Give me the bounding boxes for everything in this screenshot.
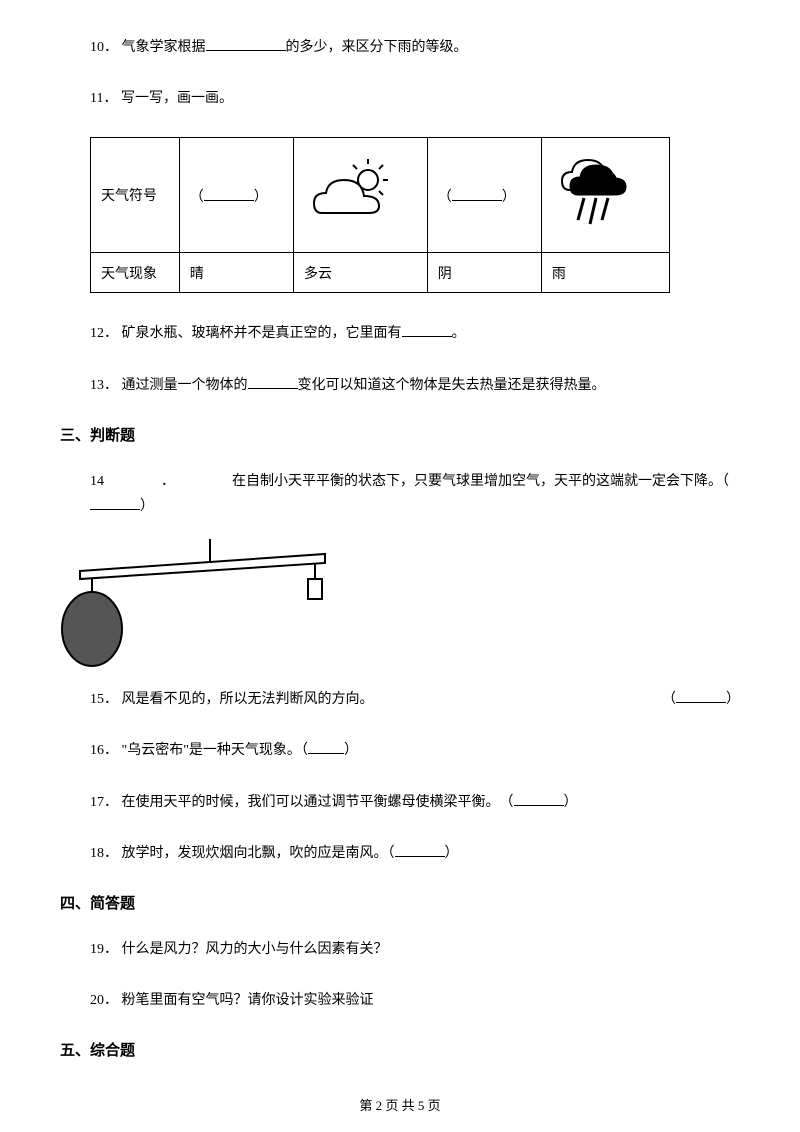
close-paren: ）	[502, 190, 516, 205]
blank[interactable]	[452, 185, 502, 201]
question-19: 19． 什么是风力？风力的大小与什么因素有关？	[60, 937, 740, 962]
open-paren: （	[388, 846, 395, 861]
question-13: 13． 通过测量一个物体的 变化可以知道这个物体是失去热量还是获得热量。	[60, 373, 740, 398]
q19-text: 什么是风力？风力的大小与什么因素有关？	[122, 942, 388, 957]
blank[interactable]	[206, 35, 286, 51]
q12-text-a: 矿泉水瓶、玻璃杯并不是真正空的，它里面有	[122, 326, 402, 341]
question-14: 14 ． 在自制小天平平衡的状态下，只要气球里增加空气，天平的这端就一定会下降。…	[60, 469, 740, 519]
footer-mid: 页 共	[382, 1098, 418, 1113]
balance-scale-icon	[60, 539, 340, 669]
question-12: 12． 矿泉水瓶、玻璃杯并不是真正空的，它里面有 。	[60, 321, 740, 346]
section-4-title: 四、简答题	[60, 892, 740, 913]
cell-cloudy-symbol	[293, 138, 427, 253]
close-paren: ）	[726, 692, 740, 707]
footer-suffix: 页	[424, 1098, 440, 1113]
q11-num: 11．	[90, 91, 117, 106]
close-paren: ）	[564, 795, 578, 810]
close-paren: ）	[254, 190, 268, 205]
q13-text-a: 通过测量一个物体的	[122, 378, 248, 393]
q15-num: 15．	[90, 692, 118, 707]
open-paren: （	[438, 190, 452, 205]
q20-num: 20．	[90, 993, 118, 1008]
table-row: 天气符号 （） （）	[91, 138, 670, 253]
q18-num: 18．	[90, 846, 118, 861]
q10-text-b: 的多少，来区分下雨的等级。	[286, 40, 468, 55]
q10-text-a: 气象学家根据	[122, 40, 206, 55]
footer-prefix: 第	[359, 1098, 375, 1113]
blank[interactable]	[402, 321, 452, 337]
close-paren: ）	[140, 499, 154, 514]
blank[interactable]	[248, 373, 298, 389]
q19-num: 19．	[90, 942, 118, 957]
open-paren: （	[722, 474, 729, 489]
question-18: 18． 放学时，发现炊烟向北飘，吹的应是南风。（ ）	[60, 841, 740, 866]
q12-num: 12．	[90, 326, 118, 341]
cell-sunny: 晴	[179, 253, 293, 293]
cell-rain-symbol	[541, 138, 669, 253]
q10-num: 10．	[90, 40, 118, 55]
question-15: 15． 风是看不见的，所以无法判断风的方向。 （ ）	[60, 687, 740, 712]
rain-icon	[552, 150, 642, 235]
cell-overcast: 阴	[427, 253, 541, 293]
blank[interactable]	[676, 687, 726, 703]
close-paren: ）	[344, 743, 358, 758]
q16-num: 16．	[90, 743, 118, 758]
q13-text-b: 变化可以知道这个物体是失去热量还是获得热量。	[298, 378, 606, 393]
cell-rain: 雨	[541, 253, 669, 293]
table-row: 天气现象 晴 多云 阴 雨	[91, 253, 670, 293]
row-header-symbol: 天气符号	[91, 138, 180, 253]
partly-cloudy-icon	[304, 158, 399, 228]
q12-text-b: 。	[452, 326, 466, 341]
open-paren: （	[662, 692, 676, 707]
question-10: 10． 气象学家根据 的多少，来区分下雨的等级。	[60, 35, 740, 60]
open-paren: （	[301, 743, 308, 758]
q17-text: 在使用天平的时候，我们可以通过调节平衡螺母使横梁平衡。	[122, 795, 493, 810]
blank[interactable]	[395, 841, 445, 857]
page-footer: 第 2 页 共 5 页	[0, 1095, 800, 1114]
question-16: 16． "乌云密布"是一种天气现象。（ ）	[60, 738, 740, 763]
blank[interactable]	[514, 790, 564, 806]
cell-sunny-symbol: （）	[179, 138, 293, 253]
open-paren: （	[190, 190, 204, 205]
row-header-phenom: 天气现象	[91, 253, 180, 293]
q14-dot: ．	[161, 474, 175, 489]
q20-text: 粉笔里面有空气吗？请你设计实验来验证	[122, 993, 374, 1008]
cell-cloudy: 多云	[293, 253, 427, 293]
q14-text: 在自制小天平平衡的状态下，只要气球里增加空气，天平的这端就一定会下降。	[232, 474, 722, 489]
question-17: 17． 在使用天平的时候，我们可以通过调节平衡螺母使横梁平衡。 （ ）	[60, 790, 740, 815]
q18-text: 放学时，发现炊烟向北飘，吹的应是南风。	[122, 846, 388, 861]
q16-text: "乌云密布"是一种天气现象。	[122, 743, 301, 758]
question-11: 11． 写一写，画一画。	[60, 86, 740, 111]
open-paren: （	[507, 795, 514, 810]
close-paren: ）	[445, 846, 459, 861]
blank[interactable]	[308, 738, 344, 754]
cell-overcast-symbol: （）	[427, 138, 541, 253]
question-20: 20． 粉笔里面有空气吗？请你设计实验来验证	[60, 988, 740, 1013]
q14-num: 14	[90, 474, 104, 489]
q11-text: 写一写，画一画。	[121, 91, 233, 106]
blank[interactable]	[204, 185, 254, 201]
section-5-title: 五、综合题	[60, 1039, 740, 1060]
blank[interactable]	[90, 494, 140, 510]
q13-num: 13．	[90, 378, 118, 393]
weather-table: 天气符号 （） （）	[90, 137, 670, 293]
section-3-title: 三、判断题	[60, 424, 740, 445]
q17-num: 17．	[90, 795, 118, 810]
q15-text: 风是看不见的，所以无法判断风的方向。	[122, 692, 374, 707]
